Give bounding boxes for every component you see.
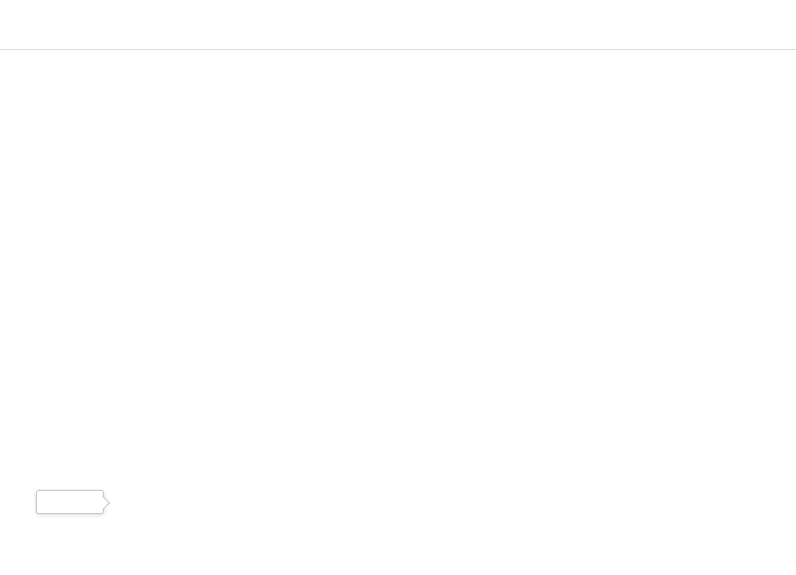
title-divider [0,49,796,50]
axis-pointer-label [36,490,104,514]
